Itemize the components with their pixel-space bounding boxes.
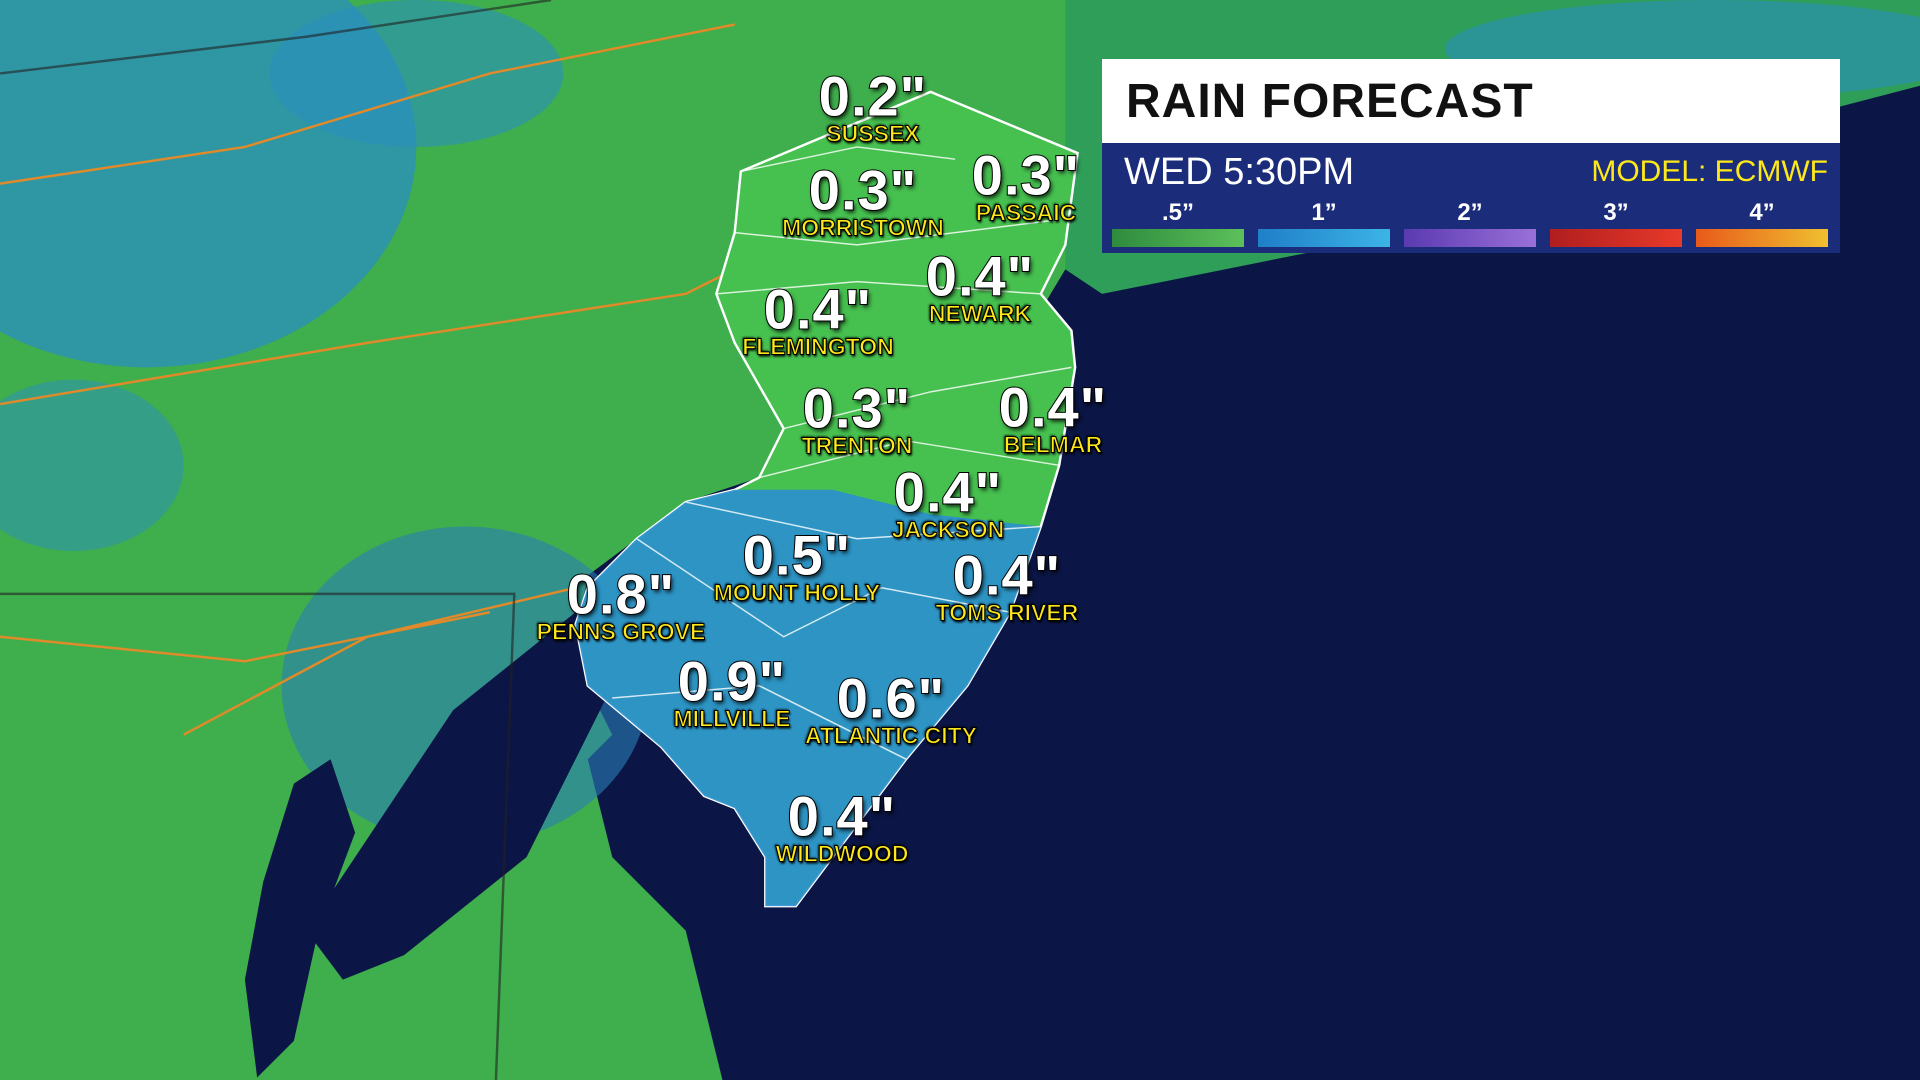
- legend-item: 1”: [1258, 199, 1390, 247]
- city-name: PASSAIC: [975, 199, 1077, 226]
- info-bar: WED 5:30PM MODEL: ECMWF .5” 1” 2” 3” 4”: [1102, 143, 1840, 253]
- legend-swatch: [1550, 229, 1682, 247]
- rain-amount: 0.5": [742, 523, 852, 588]
- legend-panel: RAIN FORECAST WED 5:30PM MODEL: ECMWF .5…: [1102, 59, 1840, 253]
- rain-amount: 0.6": [836, 666, 946, 731]
- city-name: ATLANTIC CITY: [804, 722, 978, 749]
- city-name: JACKSON: [891, 516, 1005, 543]
- rain-amount: 0.4": [893, 460, 1003, 525]
- legend-label: 4”: [1749, 199, 1775, 226]
- city-name: PENNS GROVE: [536, 618, 706, 645]
- time: WED 5:30PM: [1124, 151, 1355, 193]
- rain-amount: 0.2": [818, 64, 928, 129]
- rain-amount: 0.4": [925, 244, 1035, 309]
- city-name: BELMAR: [1003, 431, 1103, 458]
- city-name: SUSSEX: [826, 120, 920, 147]
- rain-amount: 0.4": [998, 375, 1108, 440]
- rain-amount: 0.9": [677, 649, 787, 714]
- legend-item: .5”: [1112, 199, 1244, 247]
- city-name: NEWARK: [928, 300, 1032, 327]
- legend-swatch: [1404, 229, 1536, 247]
- rain-amount: 0.3": [808, 158, 918, 223]
- rain-amount: 0.4": [787, 784, 897, 849]
- legend-label: 1”: [1311, 199, 1337, 226]
- legend-item: 2”: [1404, 199, 1536, 247]
- legend-item: 3”: [1550, 199, 1682, 247]
- rain-amount: 0.3": [971, 143, 1081, 208]
- city-name: WILDWOOD: [775, 840, 909, 867]
- city-name: FLEMINGTON: [742, 333, 895, 360]
- rain-amount: 0.4": [763, 277, 873, 342]
- legend-swatch: [1112, 229, 1244, 247]
- legend-label: .5”: [1161, 199, 1194, 226]
- legend-item: 4”: [1696, 199, 1828, 247]
- legend-label: 3”: [1603, 199, 1629, 226]
- legend-label: 2”: [1457, 199, 1483, 226]
- rain-amount: 0.3": [802, 376, 912, 441]
- legend-swatch: [1258, 229, 1390, 247]
- rain-amount: 0.8": [566, 562, 676, 627]
- city-name: TRENTON: [801, 432, 913, 459]
- title: RAIN FORECAST: [1102, 59, 1840, 143]
- rain-amount: 0.4": [952, 543, 1062, 608]
- city-name: MILLVILLE: [673, 705, 791, 732]
- city-name: MORRISTOWN: [782, 214, 945, 241]
- model: MODEL: ECMWF: [1591, 155, 1828, 188]
- city-name: MOUNT HOLLY: [713, 579, 881, 606]
- city-name: TOMS RIVER: [935, 599, 1079, 626]
- legend-swatch: [1696, 229, 1828, 247]
